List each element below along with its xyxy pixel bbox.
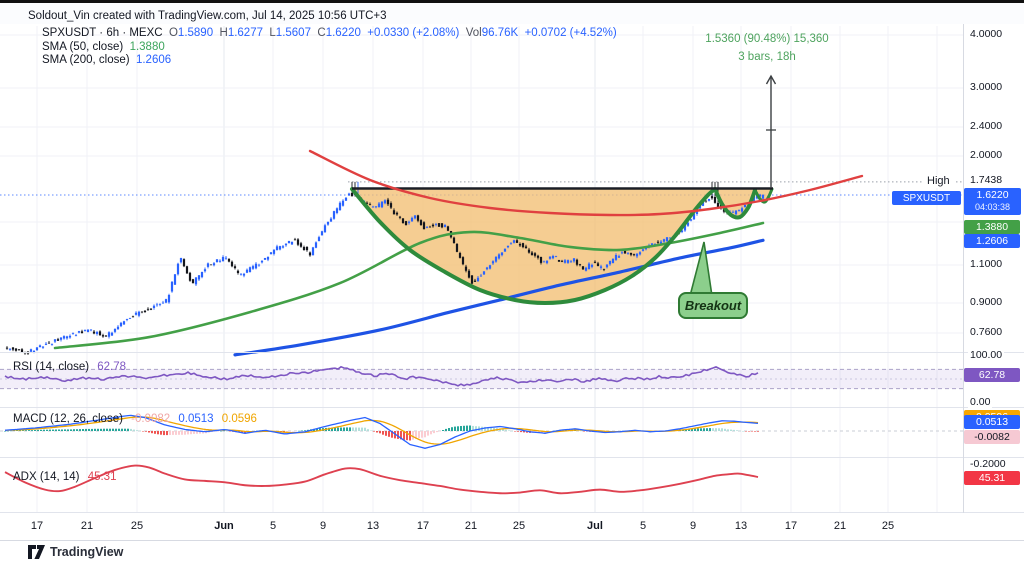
time-axis-label: 5	[639, 520, 647, 532]
time-axis-label: Jun	[214, 520, 234, 532]
macd-hist-value: -0.0082	[131, 413, 171, 425]
price-axis-label: 3.0000	[968, 81, 1005, 93]
macd-line	[4, 414, 759, 449]
legend-symbol-row[interactable]: SPXUSDT · 6h · MEXC O1.5890 H1.6277 L1.5…	[42, 27, 617, 39]
header-bar: Soldout_Vin created with TradingView.com…	[0, 3, 1024, 24]
legend-high-value: 1.6277	[227, 27, 263, 39]
price-axis-label: 1.1000	[968, 258, 1005, 270]
time-axis-label: 21	[80, 520, 94, 532]
price-axis-label: 0.9000	[968, 296, 1005, 308]
red-trendline	[308, 149, 864, 217]
price-axis-badge: 1.3880	[964, 220, 1020, 234]
macd-pane-label[interactable]: MACD (12, 26, close) -0.0082 0.0513 0.05…	[13, 413, 257, 425]
top-strip	[0, 0, 1024, 3]
legend-sma50-row[interactable]: SMA (50, close) 1.3880	[42, 41, 165, 53]
legend-low-label: L	[269, 27, 276, 39]
symbol-price-tag: SPXUSDT	[892, 191, 961, 205]
time-axis-label: 25	[512, 520, 526, 532]
time-axis[interactable]: 17 21 25 Jun 5 9 13 17 21 25 Jul 5 9 13 17 21 25	[0, 513, 1024, 540]
price-axis-label: 100.00	[968, 349, 1005, 361]
price-axis-badge: 0.0513	[964, 415, 1020, 429]
price-axis-label: 0.7600	[968, 326, 1005, 338]
time-axis-label: 13	[366, 520, 380, 532]
time-axis-label: 25	[881, 520, 895, 532]
handle-outline	[713, 187, 757, 220]
adx-label-text: ADX (14, 14)	[13, 471, 80, 483]
projection-arrow-head	[765, 74, 777, 85]
price-axis-label: 2.4000	[968, 120, 1005, 132]
legend-close-label: C	[317, 27, 326, 39]
last-price-badge: 1.6220 04:03:38	[964, 188, 1021, 215]
projection-line2: 3 bars, 18h	[738, 51, 796, 63]
legend-volume-label: Vol	[465, 27, 482, 39]
price-axis-label: 1.7438	[968, 174, 1005, 186]
breakout-callout[interactable]: Breakout	[678, 292, 748, 319]
legend-sma200-row[interactable]: SMA (200, close) 1.2606	[42, 54, 171, 66]
tradingview-logo-icon	[28, 545, 45, 559]
price-axis-badge: 62.78	[964, 368, 1020, 382]
legend-volume-value: 96.76K	[481, 27, 519, 39]
rsi-value: 62.78	[97, 361, 127, 373]
time-axis-label: Jul	[587, 520, 603, 532]
price-axis-label: 4.0000	[968, 28, 1005, 40]
sma50-label: SMA (50, close)	[42, 41, 124, 53]
time-axis-label: 13	[734, 520, 748, 532]
legend-low-value: 1.5607	[275, 27, 311, 39]
time-axis-label: 9	[319, 520, 327, 532]
legend-change: +0.0330 (+2.08%)	[367, 27, 460, 39]
legend-volume-change: +0.0702 (+4.52%)	[524, 27, 617, 39]
time-axis-label: 17	[30, 520, 44, 532]
minidip-outline	[753, 187, 774, 204]
legend-instrument: SPXUSDT · 6h · MEXC	[42, 27, 163, 39]
macd-label-text: MACD (12, 26, close)	[13, 413, 123, 425]
sma200-label: SMA (200, close)	[42, 54, 130, 66]
price-axis[interactable]: 4.0000 3.0000 2.4000 2.0000 1.7438 1.1000 0.90…	[963, 0, 1024, 540]
projection-annotation[interactable]: 1.5360 (90.48%) 15,360 3 bars, 18h	[647, 30, 887, 66]
high-level-chip: High	[923, 175, 954, 188]
legend-open-value: 1.5890	[177, 27, 214, 39]
rsi-label-text: RSI (14, close)	[13, 361, 90, 373]
legend-open-label: O	[168, 27, 178, 39]
price-axis-label: 2.0000	[968, 149, 1005, 161]
time-axis-label: 21	[833, 520, 847, 532]
time-axis-label: 21	[464, 520, 478, 532]
tradingview-logo[interactable]: TradingView	[28, 545, 123, 559]
price-axis-badge: 1.2606	[964, 234, 1020, 248]
sma50-value: 1.3880	[129, 41, 165, 53]
adx-line	[4, 464, 759, 495]
legend-close-value: 1.6220	[325, 27, 361, 39]
macd-signal-value: 0.0596	[221, 413, 257, 425]
adx-pane-label[interactable]: ADX (14, 14) 45.31	[13, 471, 116, 483]
time-axis-label: 25	[130, 520, 144, 532]
footer-bar: TradingView	[0, 541, 1024, 566]
time-axis-label: 9	[689, 520, 697, 532]
tradingview-brand-text: TradingView	[50, 545, 124, 559]
breakout-callout-text: Breakout	[684, 298, 742, 313]
cup-outline	[350, 187, 717, 306]
time-axis-label: 17	[784, 520, 798, 532]
macd-signal-line	[4, 416, 759, 445]
price-axis-label: 0.00	[968, 396, 993, 408]
macd-line-value: 0.0513	[178, 413, 214, 425]
price-axis-badge: -0.0082	[964, 430, 1020, 444]
price-axis-badge: 45.31	[964, 471, 1020, 485]
legend-high-label: H	[219, 27, 228, 39]
sma200-value: 1.2606	[135, 54, 172, 66]
adx-value: 45.31	[87, 471, 117, 483]
time-axis-label: 17	[416, 520, 430, 532]
rsi-pane-label[interactable]: RSI (14, close) 62.78	[13, 361, 126, 373]
last-price-value: 1.6220	[976, 189, 1009, 201]
bar-countdown: 04:03:38	[974, 202, 1011, 212]
watermark-title: Soldout_Vin created with TradingView.com…	[28, 10, 387, 22]
price-axis-label: -0.2000	[968, 458, 1008, 470]
projection-line1: 1.5360 (90.48%) 15,360	[705, 33, 829, 45]
time-axis-label: 5	[269, 520, 277, 532]
rsi-line	[4, 365, 759, 387]
